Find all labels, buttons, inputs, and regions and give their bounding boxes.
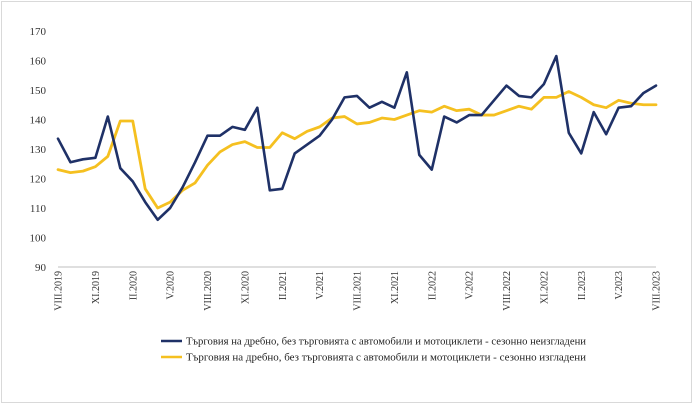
x-tick-label: V.2023 [614, 271, 625, 299]
y-axis-ticks: 90 100 110 120 130 140 150 160 170 [30, 26, 47, 274]
y-tick-label: 120 [30, 174, 47, 186]
x-tick-label: II.2022 [427, 271, 438, 300]
x-tick-label: VIII.2022 [502, 271, 513, 311]
y-tick-label: 100 [30, 233, 47, 245]
x-tick-label: XI.2019 [91, 271, 102, 304]
series-lines [56, 54, 658, 222]
y-tick-label: 140 [30, 115, 47, 127]
x-tick-label: XI.2020 [240, 271, 251, 304]
legend-label: Търговия на дребно, без търговията с авт… [186, 353, 586, 364]
legend: Търговия на дребно, без търговията с авт… [161, 337, 586, 364]
y-tick-label: 170 [30, 26, 47, 38]
y-tick-label: 90 [35, 262, 47, 274]
x-tick-label: V.2020 [166, 271, 177, 299]
x-tick-label: VIII.2019 [54, 271, 65, 311]
x-tick-label: II.2023 [577, 271, 588, 300]
x-tick-label: XI.2021 [390, 271, 401, 304]
x-tick-label: VIII.2023 [652, 271, 663, 311]
series-line-unadjusted [56, 54, 658, 222]
x-tick-label: VIII.2020 [203, 271, 214, 311]
x-tick-label: II.2020 [128, 271, 139, 300]
x-tick-label: II.2021 [278, 271, 289, 300]
x-tick-label: V.2021 [315, 271, 326, 299]
series-line-adjusted [56, 90, 658, 210]
legend-label: Търговия на дребно, без търговията с авт… [186, 337, 586, 348]
x-tick-label: XI.2022 [539, 271, 550, 304]
y-tick-label: 130 [30, 144, 47, 156]
y-tick-label: 150 [30, 85, 47, 97]
x-axis-ticks: VIII.2019 XI.2019 II.2020 V.2020 VIII.2020 XI… [54, 271, 663, 311]
x-tick-label: VIII.2021 [353, 271, 364, 311]
y-tick-label: 160 [30, 56, 47, 68]
x-tick-label: V.2022 [465, 271, 476, 299]
y-tick-label: 110 [30, 203, 47, 215]
